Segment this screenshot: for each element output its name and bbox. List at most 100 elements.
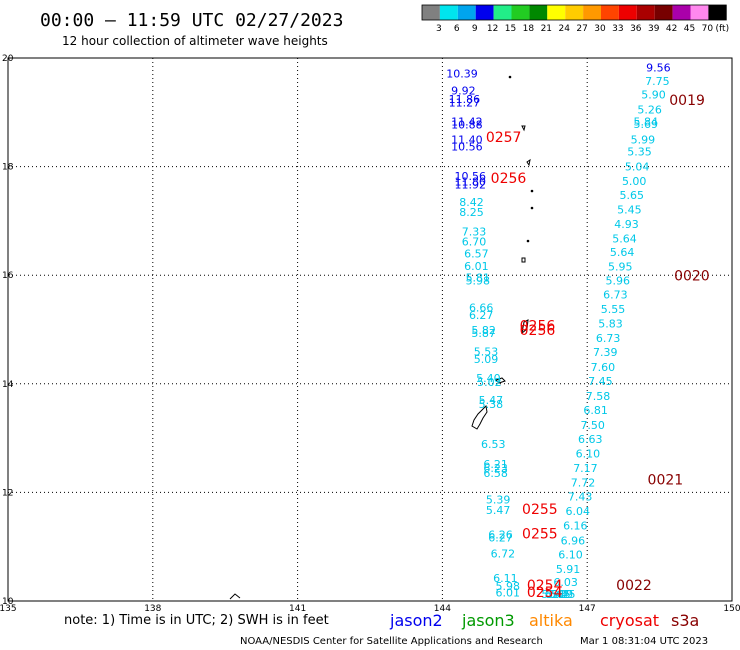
wave-height-value: 5.02 xyxy=(477,376,502,389)
pass-label: 0256 xyxy=(520,323,556,339)
lat-tick-label: 10 xyxy=(2,597,14,607)
lat-tick-label: 20 xyxy=(2,54,14,64)
lon-tick-label: 150 xyxy=(723,604,740,614)
island-dots xyxy=(508,75,534,243)
wave-height-value: 6.63 xyxy=(578,433,603,446)
wave-height-value: 5.45 xyxy=(551,588,576,601)
wave-height-value: 6.04 xyxy=(565,505,590,518)
wave-height-value: 5.98 xyxy=(495,580,520,593)
colorbar-swatch xyxy=(690,5,709,20)
wave-height-value: 5.96 xyxy=(606,274,631,287)
wave-height-value: 6.96 xyxy=(561,535,586,548)
pass-label: 0254 xyxy=(527,578,563,594)
colorbar-label: 24 xyxy=(558,24,570,34)
wave-height-value: 6.16 xyxy=(563,519,588,532)
map-frame xyxy=(7,57,733,602)
wave-height-value: 5.99 xyxy=(631,133,656,146)
asuncion-island-outline xyxy=(521,125,526,132)
colorbar-label: 30 xyxy=(594,24,606,34)
lat-tick-label: 12 xyxy=(2,488,13,498)
wave-height-value: 5.55 xyxy=(601,303,626,316)
colorbar-swatch xyxy=(672,5,691,20)
lat-tick-label: 18 xyxy=(2,163,14,173)
wave-height-value: 5.47 xyxy=(479,394,504,407)
wave-height-value: 5.98 xyxy=(466,274,491,287)
colorbar-swatch xyxy=(457,5,476,20)
maug-island-dot xyxy=(530,189,534,193)
colorbar-label: 27 xyxy=(576,24,587,34)
colorbar-label: 39 xyxy=(648,24,660,34)
colorbar-label: 33 xyxy=(612,24,623,34)
legend-entry: cryosat xyxy=(600,611,659,630)
wave-height-value: 5.38 xyxy=(479,398,504,411)
latitude-labels: 20 18 16 14 12 10 xyxy=(2,54,14,607)
wave-height-value: 6.01 xyxy=(464,260,489,273)
wave-height-value: 6.73 xyxy=(596,332,621,345)
pass-label: 0257 xyxy=(486,130,522,146)
pagan-island-outline xyxy=(521,257,526,263)
wave-height-value: 6.11 xyxy=(493,572,517,585)
wave-height-value: 6.73 xyxy=(603,289,628,302)
wave-height-value: 7.50 xyxy=(580,419,605,432)
wave-height-value: 5.65 xyxy=(620,189,645,202)
colorbar-label: 21 xyxy=(541,24,552,34)
wave-height-value: 5.64 xyxy=(610,246,635,259)
wave-height-value: 5.39 xyxy=(486,493,511,506)
wave-height-value: 7.58 xyxy=(586,390,611,403)
pass-label: 0255 xyxy=(522,527,558,543)
lon-tick-label: 141 xyxy=(289,604,306,614)
wave-height-value: 9.92 xyxy=(451,84,476,97)
pass-label: 0255 xyxy=(522,502,558,518)
wave-height-value: 5.82 xyxy=(471,324,496,337)
colorbar-swatch xyxy=(601,5,619,20)
colorbar-swatch xyxy=(583,5,601,20)
wave-height-value: 7.17 xyxy=(573,462,598,475)
pass-label: 0022 xyxy=(616,578,652,594)
wave-height-value: 6.21 xyxy=(483,458,508,471)
saipan-island-outline xyxy=(521,319,529,335)
pass-label: 0020 xyxy=(674,269,710,285)
wave-height-value: 10.88 xyxy=(451,119,483,132)
colorbar-swatch xyxy=(636,5,655,20)
wave-height-value: 6.09 xyxy=(549,588,574,601)
wave-height-value: 7.43 xyxy=(568,491,593,504)
wave-height-value: 6.57 xyxy=(464,247,489,260)
colorbar-swatch xyxy=(511,5,530,20)
wave-height-value: 6.10 xyxy=(576,448,601,461)
wave-height-value: 6.10 xyxy=(558,549,583,562)
wave-height-value: 5.87 xyxy=(471,327,496,340)
wave-height-value: 6.27 xyxy=(488,531,512,544)
colorbar-label: 36 xyxy=(630,24,642,34)
wave-height-value: 5.69 xyxy=(634,118,659,131)
legend-entry: jason3 xyxy=(461,611,515,630)
wave-height-value: 10.56 xyxy=(454,170,486,183)
wave-height-value: 7.33 xyxy=(462,226,487,239)
lon-tick-label: 135 xyxy=(0,604,17,614)
colorbar-label: 45 xyxy=(684,24,695,34)
wave-height-value: 5.81 xyxy=(466,272,491,285)
colorbar-label: 18 xyxy=(523,24,535,34)
island-outlines xyxy=(229,125,531,600)
wave-height-value: 5.45 xyxy=(617,203,642,216)
wave-height-value: 5.35 xyxy=(627,146,652,159)
subtitle: 12 hour collection of altimeter wave hei… xyxy=(62,34,328,48)
colorbar-swatch xyxy=(565,5,584,20)
colorbar-label: 70 xyxy=(702,24,714,34)
pass-label: 0019 xyxy=(669,93,705,109)
credit-text: NOAA/NESDIS Center for Satellite Applica… xyxy=(240,636,543,647)
farallon-island-dot xyxy=(508,75,512,79)
pass-label: 0021 xyxy=(648,472,684,488)
wave-height-value: 4.93 xyxy=(614,218,639,231)
colorbar-label: 12 xyxy=(487,24,498,34)
wave-height-value: 11.92 xyxy=(454,178,486,191)
colorbar-swatch xyxy=(708,5,727,20)
lon-tick-label: 144 xyxy=(434,604,451,614)
alamagan-island-outline xyxy=(526,158,531,167)
lon-tick-label: 147 xyxy=(579,604,596,614)
wave-height-value: 6.81 xyxy=(583,404,608,417)
reef-island-outline xyxy=(229,593,241,600)
wave-height-value: 5.65 xyxy=(546,588,571,601)
pass-labels: 0019025702560020025602560021025502550254… xyxy=(486,93,710,601)
wave-height-value: 8.42 xyxy=(459,196,484,209)
wave-height-value: 11.86 xyxy=(449,93,481,106)
